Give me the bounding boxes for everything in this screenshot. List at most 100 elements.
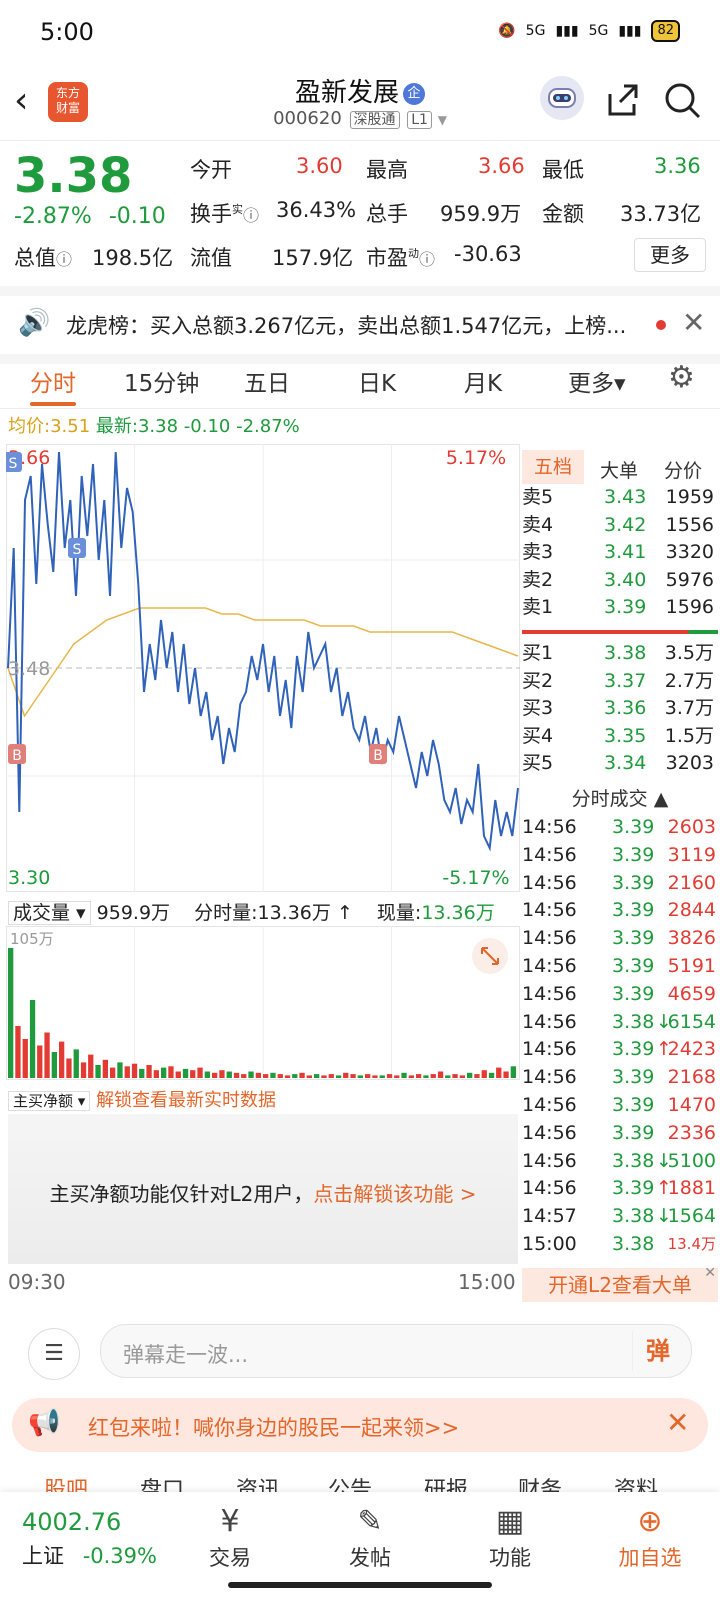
danmaku-button[interactable]: 弹 [632, 1331, 683, 1371]
volume-bar [110, 1067, 116, 1078]
search-icon[interactable] [662, 80, 702, 120]
trade-row[interactable]: 14:56 3.39 ↑ 2423 [522, 1036, 718, 1064]
main-net-selector[interactable]: 主买净额 ▾ [8, 1091, 91, 1111]
plus-circle-icon: ⊕ [637, 1504, 663, 1539]
gear-icon[interactable]: ⚙ [668, 360, 695, 395]
subtab-news[interactable]: 资讯 [236, 1478, 281, 1492]
app-logo[interactable]: 东方 财富 [48, 82, 88, 122]
trade-row[interactable]: 14:56 3.39 2160 [522, 870, 718, 898]
trade-row[interactable]: 14:56 3.39 ↑ 1881 [522, 1175, 718, 1203]
assistant-robot-icon[interactable] [540, 76, 584, 120]
trade-row[interactable]: 14:56 3.39 1470 [522, 1092, 718, 1120]
ask-row[interactable]: 卖5 3.43 1959 [522, 484, 718, 512]
trade-volume: 3826 [667, 927, 716, 950]
ask-row[interactable]: 卖1 3.39 1596 [522, 594, 718, 622]
expand-icon[interactable] [472, 938, 508, 974]
locked-message: 主买净额功能仅针对L2用户，点击解锁该功能 > [49, 1182, 477, 1206]
enterprise-badge: 企 [403, 82, 425, 105]
tab-big-orders[interactable]: 大单 [600, 460, 639, 482]
trade-row[interactable]: 15:00 3.38 13.4万 [522, 1231, 718, 1259]
close-icon[interactable]: ✕ [666, 1406, 690, 1439]
trade-row[interactable]: 14:56 3.39 2603 [522, 814, 718, 842]
trades-title[interactable]: 分时成交 ▲ [571, 788, 669, 810]
trade-time: 15:00 [522, 1232, 577, 1255]
trade-row[interactable]: 14:56 3.38 ↓ 5100 [522, 1148, 718, 1176]
trade-row[interactable]: 14:56 3.39 2844 [522, 897, 718, 925]
sell-marker[interactable]: S [6, 452, 22, 472]
unlock-feature-link[interactable]: 点击解锁该功能 > [313, 1182, 477, 1206]
open-l2-button[interactable]: 开通L2查看大单 ✕ [522, 1265, 718, 1302]
tab-underline [30, 402, 76, 406]
index-widget[interactable]: 4002.76 上证 -0.39% [22, 1508, 157, 1570]
ask-row[interactable]: 卖3 3.41 3320 [522, 539, 718, 567]
volume-value: 959.9万 [440, 202, 522, 226]
intraday-price-chart[interactable]: 3.66 5.17% 3.48 3.30 -5.17% S S B B [6, 444, 520, 892]
share-icon[interactable] [602, 80, 642, 120]
bid-row[interactable]: 买4 3.35 1.5万 [522, 723, 718, 751]
tab-more[interactable]: 更多▾ [568, 371, 626, 397]
volume-bar [401, 1072, 407, 1078]
trade-row[interactable]: 14:56 3.38 ↓ 6154 [522, 1009, 718, 1037]
trade-row[interactable]: 14:56 3.39 4659 [522, 981, 718, 1009]
subtab-finance[interactable]: 财务 [518, 1478, 563, 1492]
tab-5day[interactable]: 五日 [244, 371, 290, 397]
red-packet-banner[interactable]: 📢 红包来啦！喊你身边的股民一起来领>> ✕ [12, 1398, 708, 1452]
price-change: -2.87% -0.10 [14, 204, 166, 229]
tab-monthly-k[interactable]: 月K [464, 371, 503, 397]
volume-selector[interactable]: 成交量 ▾ [8, 901, 91, 925]
svg-text:B: B [373, 748, 383, 764]
unlock-link[interactable]: 解锁查看最新实时数据 [96, 1090, 277, 1111]
trade-row[interactable]: 14:56 3.39 2336 [522, 1120, 718, 1148]
functions-button[interactable]: ▦ 功能 [460, 1504, 560, 1572]
tab-price-dist[interactable]: 分价 [664, 460, 703, 482]
buy-marker[interactable]: B [8, 744, 26, 764]
ask-row[interactable]: 卖4 3.42 1556 [522, 512, 718, 540]
post-button[interactable]: ✎ 发帖 [320, 1504, 420, 1572]
comment-list-icon[interactable]: ☰ [28, 1328, 80, 1380]
add-watchlist-button[interactable]: ⊕ 加自选 [600, 1504, 700, 1572]
trade-row[interactable]: 14:56 3.39 3826 [522, 925, 718, 953]
tab-intraday[interactable]: 分时 [30, 371, 76, 397]
volume-bar [139, 1068, 145, 1078]
volume-bar [44, 1032, 50, 1078]
subtab-handicap[interactable]: 盘口 [140, 1478, 185, 1492]
high-label: 最高 [366, 158, 408, 182]
bid-row[interactable]: 买1 3.38 3.5万 [522, 640, 718, 668]
tab-daily-k[interactable]: 日K [358, 371, 397, 397]
subtab-profile[interactable]: 资料 [614, 1478, 659, 1492]
trade-button[interactable]: ¥ 交易 [180, 1504, 280, 1572]
danmaku-input[interactable]: 弹幕走一波... 弹 [100, 1324, 692, 1378]
buy-marker-2[interactable]: B [369, 744, 387, 764]
trade-row[interactable]: 14:57 3.38 ↓ 1564 [522, 1203, 718, 1231]
trade-row[interactable]: 14:56 3.39 2168 [522, 1064, 718, 1092]
volume-chart[interactable]: 105万 [6, 926, 520, 1080]
pe-label: 市盈动ⓘ [366, 246, 436, 270]
dropdown-icon[interactable]: ▼ [437, 113, 447, 127]
subtab-reports[interactable]: 研报 [424, 1478, 469, 1492]
sell-marker-2[interactable]: S [68, 538, 86, 558]
tab-five-levels[interactable]: 五档 [522, 450, 584, 484]
ask-row[interactable]: 卖2 3.40 5976 [522, 567, 718, 595]
bid-row[interactable]: 买2 3.37 2.7万 [522, 668, 718, 696]
speaker-icon: 🔊 [18, 308, 51, 338]
trade-row[interactable]: 14:56 3.39 5191 [522, 953, 718, 981]
ask-label: 卖5 [522, 486, 554, 508]
tab-15min[interactable]: 15分钟 [124, 371, 200, 397]
index-pct: -0.39% [82, 1544, 157, 1568]
dragon-tiger-banner[interactable]: 🔊 龙虎榜：买入总额3.267亿元，卖出总额1.547亿元，上榜... ✕ [0, 286, 720, 364]
more-button[interactable]: 更多 [634, 238, 706, 272]
avg-price-line: 均价:3.51 最新:3.38 -0.10 -2.87% [8, 416, 300, 437]
subtab-notices[interactable]: 公告 [328, 1478, 373, 1492]
close-icon[interactable]: ✕ [682, 306, 706, 339]
subtab-forum[interactable]: 股吧 [44, 1478, 89, 1492]
bid-row[interactable]: 买5 3.34 3203 [522, 750, 718, 778]
close-icon[interactable]: ✕ [704, 1265, 716, 1281]
trade-row[interactable]: 14:56 3.39 3119 [522, 842, 718, 870]
back-icon[interactable]: ‹ [14, 80, 29, 121]
volume-bar [102, 1059, 108, 1078]
trade-arrow: ↑ [656, 1177, 672, 1200]
stock-code-line[interactable]: 000620 深股通 L1 ▼ [0, 108, 720, 129]
bid-row[interactable]: 买3 3.36 3.7万 [522, 695, 718, 723]
trade-price: 3.39 [612, 1177, 655, 1200]
volume-bar [80, 1062, 87, 1078]
